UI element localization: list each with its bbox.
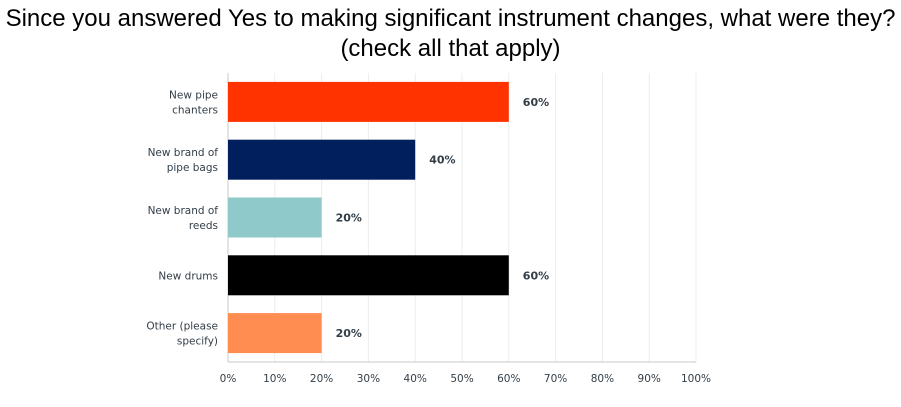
- chart-title-line-2: (check all that apply): [340, 35, 561, 62]
- x-tick-label: 40%: [404, 373, 427, 385]
- data-label: 20%: [336, 327, 362, 340]
- x-tick-label: 20%: [310, 373, 333, 385]
- data-label: 20%: [336, 212, 362, 225]
- bar: [228, 81, 509, 122]
- data-label: 60%: [523, 96, 549, 109]
- x-tick-label: 70%: [544, 373, 567, 385]
- category-label: specify): [177, 336, 218, 348]
- category-label: reeds: [189, 220, 218, 232]
- x-tick-label: 80%: [591, 373, 614, 385]
- x-tick-label: 50%: [450, 373, 473, 385]
- x-tick-label: 100%: [681, 373, 711, 385]
- category-label: chanters: [172, 104, 218, 116]
- data-label: 40%: [429, 154, 455, 167]
- category-label: Other (please: [146, 321, 218, 333]
- category-label: New brand of: [148, 205, 219, 217]
- category-label: New brand of: [148, 147, 219, 159]
- bar: [228, 197, 322, 238]
- bar: [228, 313, 322, 354]
- x-tick-label: 60%: [497, 373, 520, 385]
- x-tick-label: 10%: [263, 373, 286, 385]
- x-tick-label: 90%: [638, 373, 661, 385]
- bar: [228, 139, 416, 180]
- x-tick-label: 0%: [220, 373, 237, 385]
- x-tick-label: 30%: [357, 373, 380, 385]
- data-label: 60%: [523, 269, 549, 282]
- chart-title-line-1: Since you answered Yes to making signifi…: [5, 5, 896, 32]
- category-label: New pipe: [169, 89, 218, 101]
- chart-title: Since you answered Yes to making signifi…: [0, 4, 901, 64]
- category-label: New drums: [158, 270, 218, 282]
- bar: [228, 255, 509, 296]
- category-label: pipe bags: [167, 162, 218, 174]
